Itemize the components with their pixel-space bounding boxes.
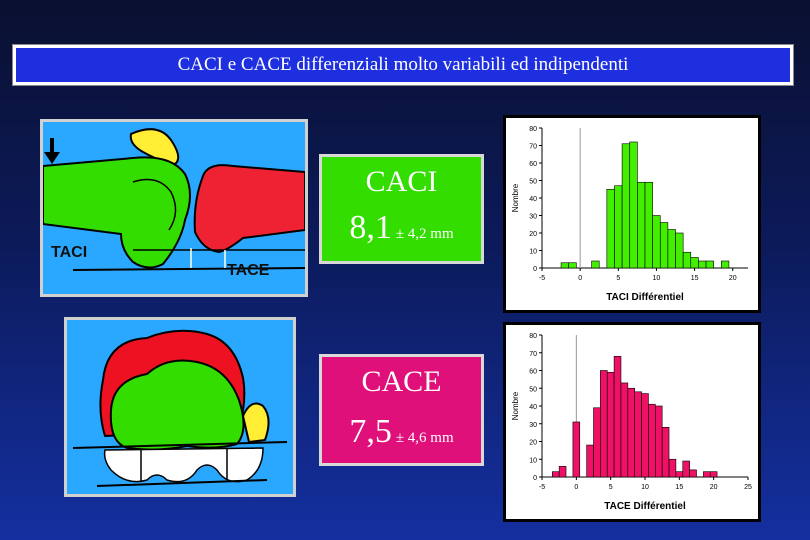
tace-y-tick-label: 20 — [529, 440, 537, 447]
knee-side-drawing — [42, 122, 306, 294]
tace-bar — [668, 458, 677, 478]
taci-x-tick-label: 20 — [729, 275, 737, 282]
taci-y-tick-label: 30 — [529, 214, 537, 221]
tace-bar — [551, 471, 560, 478]
taci-label: TACI — [51, 244, 88, 261]
tace-bar — [641, 393, 649, 478]
tace-bar — [600, 370, 608, 478]
tace-x-axis-label: TACE Différentiel — [604, 501, 686, 512]
tace-bar — [709, 471, 718, 478]
taci-y-tick-label: 70 — [529, 144, 537, 151]
tace-bar — [613, 355, 622, 478]
caci-stat-value: 8,1 ± 4,2 mm — [322, 209, 481, 247]
taci-bar — [637, 181, 646, 269]
taci-y-tick-label: 40 — [529, 196, 537, 203]
tace-y-tick-label: 40 — [529, 404, 537, 411]
tace-x-tick-label: 25 — [744, 484, 752, 491]
taci-bar — [667, 229, 676, 269]
tace-x-tick-label: 5 — [609, 484, 613, 491]
tace-y-tick-label: 30 — [529, 422, 537, 429]
taci-bar — [621, 143, 631, 269]
taci-y-tick-label: 80 — [529, 126, 537, 133]
taci-x-tick-label: 0 — [578, 275, 582, 282]
tace-bar — [627, 387, 636, 478]
tace-bar — [648, 403, 656, 478]
taci-bar — [720, 260, 730, 269]
tace-x-tick-label: 10 — [641, 484, 649, 491]
taci-histogram: 0 10 20 30 40 50 60 70 80 -5 0 5 10 15 20 TACI Différen… — [503, 115, 761, 313]
tace-histogram: 0 10 20 30 40 50 60 70 80 -5 0 5 10 15 20 25 TACE Différ… — [503, 322, 761, 522]
taci-x-tick-label: 5 — [616, 275, 620, 282]
slide-title: CACI e CACE differenziali molto variabil… — [12, 44, 794, 86]
caci-stat-name: CACI — [365, 165, 438, 198]
knee-front-drawing — [67, 320, 293, 494]
tace-bar — [689, 469, 697, 478]
caci-stat-box: CACI 8,1 ± 4,2 mm — [319, 154, 484, 264]
tace-x-tick-label: -5 — [539, 484, 545, 491]
taci-y-tick-label: 50 — [529, 179, 537, 186]
taci-y-tick-label: 60 — [529, 161, 537, 168]
taci-bar — [591, 260, 600, 269]
tace-bar — [606, 371, 615, 478]
taci-bar — [659, 222, 669, 269]
cace-stat-name: CACE — [361, 365, 442, 398]
cace-stat-value: 7,5 ± 4,6 mm — [322, 413, 481, 451]
taci-bar — [560, 262, 570, 269]
tace-y-tick-label: 0 — [533, 475, 537, 482]
tace-bar — [586, 444, 594, 478]
taci-x-tick-label: 15 — [691, 275, 699, 282]
tace-bar — [703, 471, 711, 478]
taci-bar — [682, 251, 692, 269]
cace-mean: 7,5 — [349, 413, 392, 450]
caci-illustration: TACI TACE — [40, 119, 308, 297]
tace-y-axis-label: Nombre — [511, 391, 520, 420]
taci-bar — [675, 232, 684, 269]
tace-bar — [682, 460, 690, 478]
tace-label: TACE — [227, 262, 270, 279]
tace-bar — [655, 405, 663, 478]
tace-x-tick-label: 0 — [574, 484, 578, 491]
tace-bar — [572, 421, 581, 478]
taci-y-axis-label: Nombre — [511, 183, 520, 212]
tace-bar — [593, 407, 601, 478]
taci-y-tick-label: 10 — [529, 249, 537, 256]
taci-bar — [690, 257, 699, 269]
taci-x-tick-label: 10 — [653, 275, 661, 282]
tace-y-tick-label: 80 — [529, 333, 537, 340]
tace-y-tick-label: 60 — [529, 369, 537, 376]
tace-bar — [620, 382, 629, 478]
tace-y-tick-label: 70 — [529, 351, 537, 358]
tace-y-tick-label: 50 — [529, 386, 537, 393]
down-arrow-icon — [44, 138, 60, 164]
taci-bar — [568, 262, 577, 269]
taci-x-tick-label: -5 — [539, 275, 545, 282]
tace-bar — [558, 466, 567, 478]
taci-bar — [606, 188, 615, 269]
taci-bar — [644, 181, 653, 269]
caci-mean: 8,1 — [349, 209, 392, 246]
taci-y-tick-label: 20 — [529, 231, 537, 238]
cace-stat-box: CACE 7,5 ± 4,6 mm — [319, 354, 484, 466]
taci-y-tick-label: 0 — [533, 266, 537, 273]
taci-x-axis-label: TACI Différentiel — [606, 292, 684, 303]
taci-bar — [705, 260, 714, 269]
tace-y-tick-label: 10 — [529, 457, 537, 464]
tace-x-tick-label: 15 — [675, 484, 683, 491]
taci-bar — [614, 185, 623, 269]
cace-sd: ± 4,6 mm — [395, 430, 454, 446]
tace-x-tick-label: 20 — [710, 484, 718, 491]
taci-bar — [629, 141, 638, 269]
taci-bar — [698, 260, 707, 269]
tace-bar — [675, 471, 684, 478]
caci-sd: ± 4,2 mm — [395, 226, 454, 242]
taci-bar — [652, 215, 661, 269]
slide-title-text: CACI e CACE differenziali molto variabil… — [177, 54, 629, 75]
tace-bar — [661, 427, 670, 478]
cace-illustration — [64, 317, 296, 497]
tace-bar — [634, 391, 642, 478]
